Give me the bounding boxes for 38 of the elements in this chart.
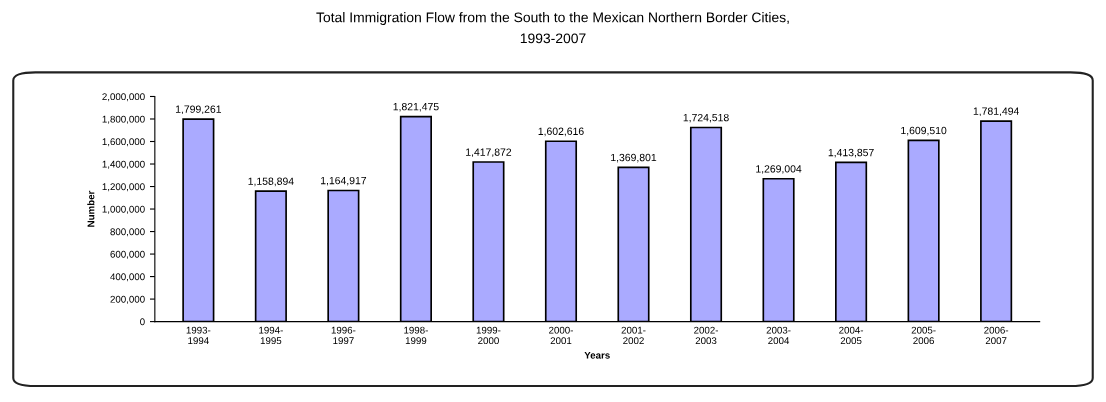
y-tick-label: 600,000: [110, 250, 145, 259]
data-label: 1,821,475: [393, 102, 439, 112]
data-label: 1,413,857: [828, 148, 874, 158]
x-tick-label: 1994- 1995: [259, 326, 283, 345]
x-tick-label: 1996- 1997: [331, 326, 356, 345]
y-tick-label: 1,400,000: [102, 160, 145, 169]
data-label: 1,417,872: [466, 148, 512, 158]
data-label: 1,269,004: [756, 165, 802, 174]
x-tick-label: 2004- 2005: [839, 326, 864, 345]
x-tick-label: 2000- 2001: [549, 326, 573, 345]
x-tick-label: 2006- 2007: [984, 326, 1009, 345]
x-axis-title: Years: [584, 351, 610, 359]
y-tick-label: 1,000,000: [102, 205, 145, 214]
data-label: 1,164,917: [321, 176, 367, 186]
y-tick-label: 1,200,000: [102, 183, 145, 192]
y-tick-label: 0: [140, 318, 145, 326]
y-tick-label: 200,000: [110, 295, 145, 304]
y-tick-label: 400,000: [110, 273, 145, 282]
x-tick-label: 2003- 2004: [766, 326, 791, 345]
data-label: 1,609,510: [901, 126, 947, 136]
x-tick-label: 1993- 1994: [186, 326, 211, 345]
x-tick-label: 2005- 2006: [911, 326, 936, 345]
y-tick-label: 800,000: [110, 228, 145, 237]
y-tick-label: 1,800,000: [102, 115, 145, 124]
x-tick-label: 2001- 2002: [621, 326, 646, 345]
data-label: 1,799,261: [175, 105, 222, 115]
data-label: 1,158,894: [248, 177, 294, 187]
x-tick-label: 1998- 1999: [404, 326, 428, 345]
data-label: 1,724,518: [683, 113, 729, 123]
x-tick-label: 1999- 2000: [476, 326, 501, 345]
data-label: 1,369,801: [611, 153, 657, 163]
chart-title: Total Immigration Flow from the South to the Mexican Northern Border Cities, 1993-2007: [316, 12, 789, 44]
x-tick-label: 2002- 2003: [694, 326, 719, 345]
y-axis-title: Number: [87, 190, 95, 227]
y-tick-label: 1,600,000: [102, 138, 145, 147]
y-tick-label: 2,000,000: [102, 93, 145, 102]
data-label: 1,602,616: [538, 127, 584, 137]
data-label: 1,781,494: [973, 107, 1019, 117]
